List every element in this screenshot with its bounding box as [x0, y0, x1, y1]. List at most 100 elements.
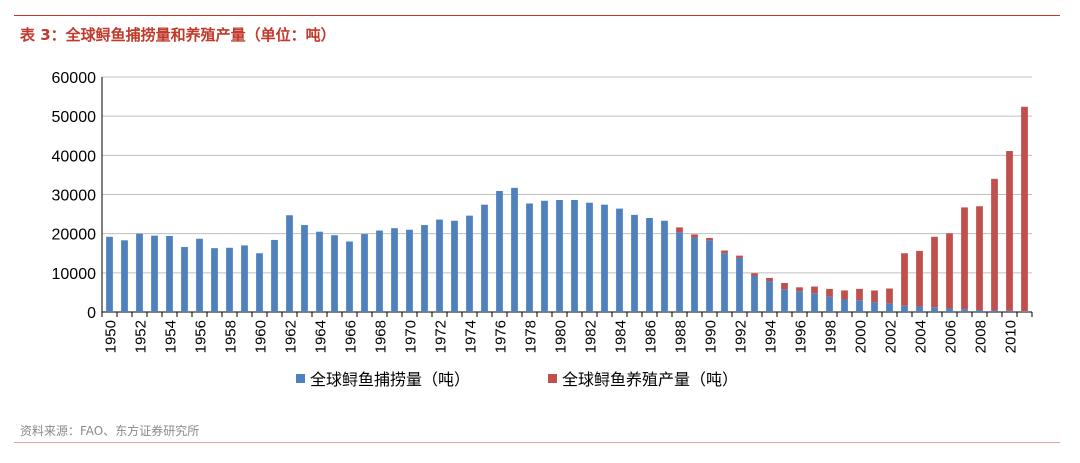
x-tick-label: 1992	[733, 320, 750, 353]
bottom-rule	[14, 442, 1060, 443]
bar-catch-1958	[226, 247, 233, 312]
bar-catch-2009	[991, 310, 998, 312]
bar-catch-1979	[541, 200, 548, 312]
x-tick-label: 1984	[613, 320, 630, 353]
bar-catch-2000	[856, 300, 863, 312]
x-tick-label: 1960	[253, 320, 270, 353]
bar-aquaculture-1996	[796, 287, 803, 292]
bar-catch-1951	[121, 240, 128, 312]
bar-catch-2004	[916, 306, 923, 312]
x-tick-label: 1988	[673, 320, 690, 353]
bar-catch-1950	[106, 236, 113, 312]
bar-catch-1966	[346, 241, 353, 312]
bar-catch-1964	[316, 231, 323, 312]
y-tick-label: 30000	[52, 188, 97, 205]
x-tick-label: 1952	[133, 320, 150, 353]
x-tick-label: 1986	[643, 320, 660, 353]
bar-catch-2002	[886, 303, 893, 312]
bar-catch-1955	[181, 246, 188, 312]
bar-aquaculture-2007	[961, 207, 968, 310]
bar-catch-1990	[706, 240, 713, 312]
x-tick-label: 2002	[883, 320, 900, 353]
x-tick-label: 1974	[463, 320, 480, 353]
bar-catch-1953	[151, 235, 158, 312]
legend-swatch	[296, 374, 305, 383]
bar-catch-2011	[1021, 311, 1028, 312]
y-tick-label: 0	[87, 305, 96, 322]
bar-aquaculture-1999	[841, 290, 848, 300]
bar-catch-1972	[436, 219, 443, 312]
bar-aquaculture-2003	[901, 253, 908, 306]
x-tick-label: 1950	[103, 320, 120, 353]
bar-catch-1988	[676, 232, 683, 312]
bar-catch-1996	[796, 291, 803, 312]
bar-catch-1961	[271, 239, 278, 312]
bar-aquaculture-1997	[811, 286, 818, 294]
bar-catch-1985	[631, 214, 638, 312]
x-tick-label: 1998	[823, 320, 840, 353]
bar-catch-1999	[841, 299, 848, 312]
x-tick-label: 1962	[283, 320, 300, 353]
x-tick-label: 1966	[343, 320, 360, 353]
bar-catch-2006	[946, 308, 953, 312]
bar-aquaculture-2006	[946, 233, 953, 309]
x-tick-label: 2008	[973, 320, 990, 353]
x-tick-label: 1958	[223, 320, 240, 353]
chart-title: 表 3：全球鲟鱼捕捞量和养殖产量（单位：吨）	[20, 26, 336, 44]
x-tick-label: 1976	[493, 320, 510, 353]
bar-aquaculture-2011	[1021, 106, 1028, 312]
bar-catch-2007	[961, 309, 968, 312]
bar-catch-2010	[1006, 310, 1013, 312]
bar-catch-2005	[931, 307, 938, 312]
bar-catch-1968	[376, 230, 383, 312]
bar-catch-1998	[826, 296, 833, 312]
bar-aquaculture-1994	[766, 277, 773, 282]
x-tick-label: 1994	[763, 320, 780, 353]
bar-aquaculture-2002	[886, 288, 893, 304]
y-tick-label: 20000	[52, 227, 97, 244]
bar-catch-1977	[511, 187, 518, 312]
bar-aquaculture-2010	[1006, 151, 1013, 311]
x-tick-label: 1982	[583, 320, 600, 353]
bars	[106, 106, 1028, 312]
bar-catch-1967	[361, 234, 368, 312]
bar-catch-1994	[766, 281, 773, 312]
legend-label: 全球鲟鱼捕捞量（吨）	[310, 370, 470, 389]
y-tick-label: 50000	[52, 109, 97, 126]
bar-aquaculture-1993	[751, 273, 758, 276]
bar-catch-1956	[196, 238, 203, 312]
bar-catch-1969	[391, 228, 398, 312]
bar-aquaculture-1989	[691, 234, 698, 238]
bar-catch-1987	[661, 220, 668, 312]
bar-catch-1962	[286, 215, 293, 312]
bar-catch-1954	[166, 236, 173, 312]
bar-catch-1978	[526, 203, 533, 312]
bar-catch-1965	[331, 235, 338, 312]
source-note: 资料来源：FAO、东方证券研究所	[20, 424, 200, 438]
bar-aquaculture-1991	[721, 250, 728, 254]
bar-catch-1974	[466, 215, 473, 312]
bar-catch-1957	[211, 248, 218, 312]
bar-catch-1989	[691, 237, 698, 312]
bar-catch-1984	[616, 208, 623, 312]
x-tick-label: 2000	[853, 320, 870, 353]
bar-catch-1991	[721, 253, 728, 312]
x-tick-label: 1964	[313, 320, 330, 353]
x-tick-label: 1972	[433, 320, 450, 353]
bar-catch-1981	[571, 199, 578, 312]
bar-catch-1997	[811, 293, 818, 312]
legend-label: 全球鲟鱼养殖产量（吨）	[562, 370, 738, 389]
bar-catch-1963	[301, 225, 308, 312]
bar-catch-1960	[256, 253, 263, 312]
bar-catch-1952	[136, 233, 143, 312]
x-tick-label: 1990	[703, 320, 720, 353]
x-tick-label: 1970	[403, 320, 420, 353]
bar-catch-1959	[241, 245, 248, 312]
bar-catch-2001	[871, 302, 878, 312]
y-tick-label: 40000	[52, 148, 97, 165]
bar-aquaculture-1998	[826, 288, 833, 297]
x-tick-label: 1996	[793, 320, 810, 353]
bar-catch-1975	[481, 204, 488, 312]
bar-aquaculture-2009	[991, 178, 998, 311]
